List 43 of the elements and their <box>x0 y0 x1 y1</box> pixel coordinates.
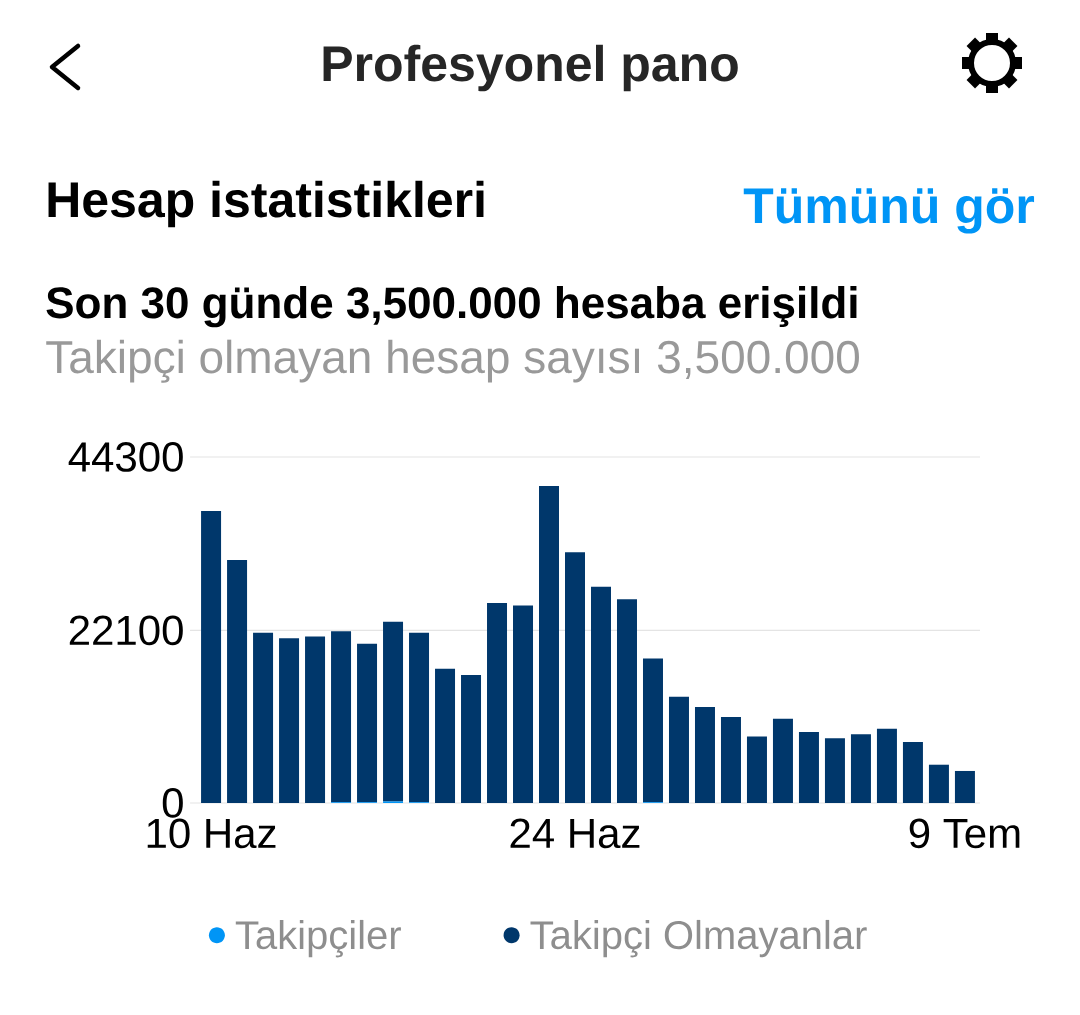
y-tick-label: 22100 <box>69 615 183 646</box>
bar <box>954 770 975 803</box>
bar <box>383 621 404 802</box>
bar <box>746 736 767 803</box>
bar <box>201 510 222 803</box>
bar <box>227 560 248 803</box>
legend-label: Takipçi Olmayanlar <box>530 919 867 958</box>
x-tick-label: 24 Haz <box>510 818 640 849</box>
bar <box>824 738 845 803</box>
bar <box>694 706 715 803</box>
bar <box>409 632 430 803</box>
text: Son 30 günde 3,500.000 hesaba erişildi <box>46 286 857 328</box>
bar <box>539 485 559 803</box>
bar <box>720 717 741 803</box>
bar <box>772 718 793 803</box>
bar <box>876 728 897 803</box>
bar <box>435 668 456 803</box>
x-tick-label: 9 Tem <box>909 818 1020 849</box>
bar <box>331 631 352 803</box>
bar <box>616 599 637 803</box>
bar <box>902 742 923 803</box>
chart-subtitle: Hesap istatistikleri <box>48 180 484 228</box>
bar <box>591 586 611 803</box>
bar <box>798 731 819 803</box>
bar <box>850 734 871 803</box>
bar <box>253 632 274 803</box>
bar <box>461 674 482 803</box>
x-tick-label: 10 Haz <box>147 818 276 849</box>
bar <box>642 658 663 803</box>
bar <box>668 696 689 803</box>
bar <box>565 552 585 803</box>
bar <box>513 605 534 803</box>
legend-label: Takipçiler <box>235 919 401 958</box>
bar <box>487 603 508 803</box>
bar <box>928 764 949 803</box>
bar <box>357 643 378 803</box>
y-tick-label: 44300 <box>68 442 183 472</box>
bar <box>305 636 326 803</box>
text: Tümünü gör <box>743 188 1035 234</box>
bar <box>279 638 300 803</box>
chart-title: Profesyonel pano <box>323 44 738 92</box>
y-tick-label: 0 <box>162 788 183 818</box>
text: Takipçi olmayan hesap sayısı 3,500.000 <box>46 339 859 383</box>
